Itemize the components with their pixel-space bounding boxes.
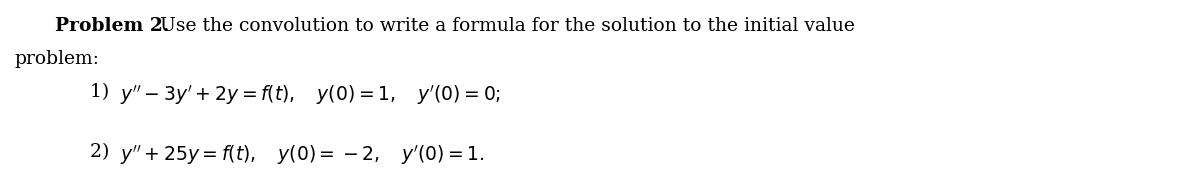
Text: 1): 1) bbox=[90, 83, 119, 101]
Text: $y'' + 25y = f(t), \quad y(0) = -2, \quad y'(0) = 1.$: $y'' + 25y = f(t), \quad y(0) = -2, \qua… bbox=[120, 143, 485, 167]
Text: problem:: problem: bbox=[14, 50, 100, 68]
Text: Problem 2.: Problem 2. bbox=[55, 17, 169, 35]
Text: 2): 2) bbox=[90, 143, 119, 161]
Text: Use the convolution to write a formula for the solution to the initial value: Use the convolution to write a formula f… bbox=[160, 17, 854, 35]
Text: $y'' - 3y' + 2y = f(t), \quad y(0) = 1, \quad y'(0) = 0;$: $y'' - 3y' + 2y = f(t), \quad y(0) = 1, … bbox=[120, 83, 502, 107]
